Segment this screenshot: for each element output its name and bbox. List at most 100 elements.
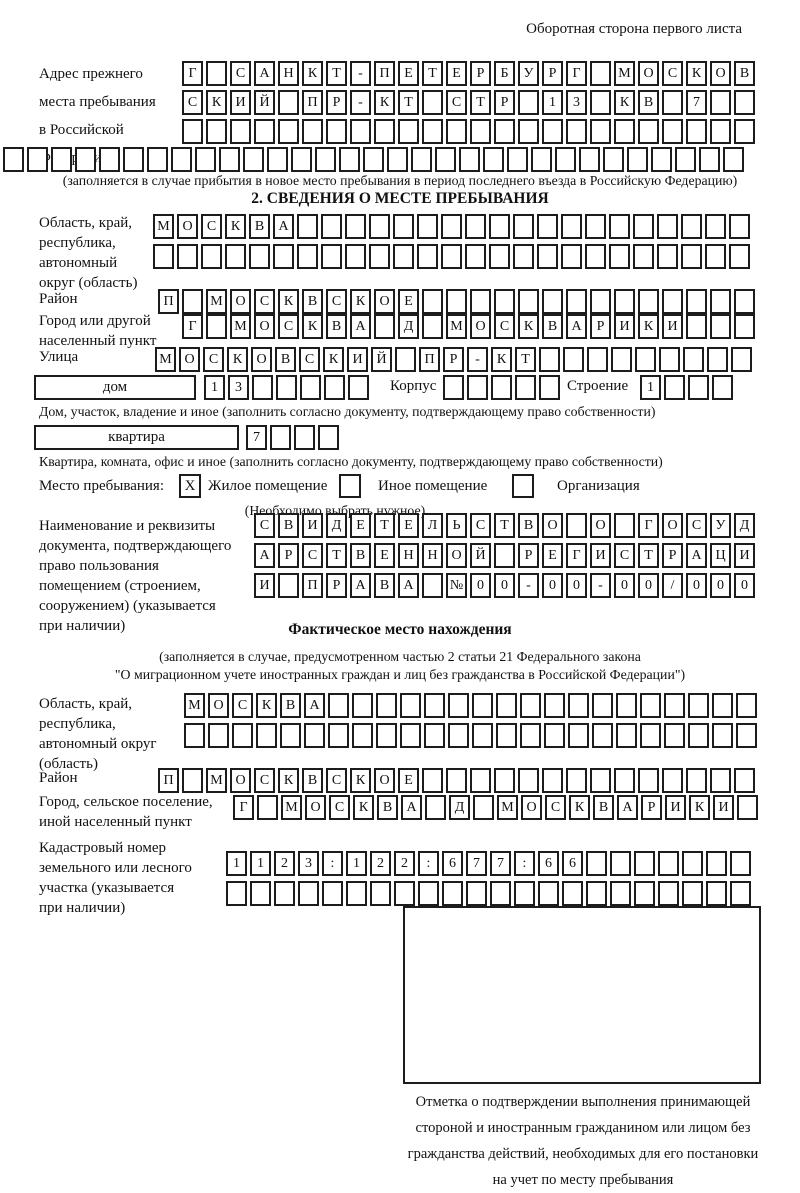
char-cell[interactable] (123, 147, 144, 172)
char-cell[interactable]: Г (566, 543, 587, 568)
char-cell[interactable] (328, 693, 349, 718)
char-cell[interactable]: С (686, 513, 707, 538)
char-cell[interactable] (638, 768, 659, 793)
char-cell[interactable] (417, 244, 438, 269)
char-cell[interactable] (182, 119, 203, 144)
char-cell[interactable]: Т (326, 61, 347, 86)
char-cell[interactable] (566, 119, 587, 144)
char-cell[interactable]: М (497, 795, 518, 820)
char-cell[interactable] (710, 289, 731, 314)
char-cell[interactable]: В (302, 289, 323, 314)
char-cell[interactable]: Т (398, 90, 419, 115)
char-cell[interactable] (257, 795, 278, 820)
char-cell[interactable]: С (182, 90, 203, 115)
char-cell[interactable]: В (302, 768, 323, 793)
char-cell[interactable]: М (230, 314, 251, 339)
char-cell[interactable] (590, 768, 611, 793)
char-cell[interactable] (206, 119, 227, 144)
char-cell[interactable] (736, 723, 757, 748)
char-cell[interactable] (609, 214, 630, 239)
char-cell[interactable]: С (545, 795, 566, 820)
char-cell[interactable]: Н (278, 61, 299, 86)
char-cell[interactable] (370, 881, 391, 906)
char-cell[interactable] (182, 289, 203, 314)
char-cell[interactable] (346, 881, 367, 906)
char-cell[interactable]: 6 (562, 851, 583, 876)
char-cell[interactable] (682, 881, 703, 906)
char-cell[interactable] (446, 119, 467, 144)
char-cell[interactable]: 1 (226, 851, 247, 876)
char-cell[interactable] (723, 147, 744, 172)
char-cell[interactable]: А (254, 61, 275, 86)
char-cell[interactable]: В (374, 573, 395, 598)
char-cell[interactable] (376, 693, 397, 718)
char-cell[interactable]: Т (422, 61, 443, 86)
char-cell[interactable]: О (305, 795, 326, 820)
char-cell[interactable] (712, 693, 733, 718)
char-cell[interactable]: К (227, 347, 248, 372)
char-cell[interactable]: Й (254, 90, 275, 115)
char-cell[interactable] (651, 147, 672, 172)
char-cell[interactable] (712, 375, 733, 400)
char-cell[interactable] (459, 147, 480, 172)
char-cell[interactable]: 1 (542, 90, 563, 115)
char-cell[interactable]: Р (641, 795, 662, 820)
char-cell[interactable]: И (230, 90, 251, 115)
char-cell[interactable] (585, 214, 606, 239)
char-cell[interactable]: / (662, 573, 683, 598)
char-cell[interactable] (363, 147, 384, 172)
char-cell[interactable] (633, 244, 654, 269)
char-cell[interactable] (633, 214, 654, 239)
char-cell[interactable] (658, 881, 679, 906)
char-cell[interactable] (278, 573, 299, 598)
char-cell[interactable] (537, 214, 558, 239)
char-cell[interactable] (99, 147, 120, 172)
char-cell[interactable]: 0 (638, 573, 659, 598)
checkbox-organizatsiya[interactable] (512, 474, 534, 498)
char-cell[interactable]: Н (422, 543, 443, 568)
char-cell[interactable] (730, 851, 751, 876)
char-cell[interactable]: К (491, 347, 512, 372)
char-cell[interactable] (352, 723, 373, 748)
char-cell[interactable]: В (734, 61, 755, 86)
char-cell[interactable] (515, 375, 536, 400)
char-cell[interactable]: - (467, 347, 488, 372)
char-cell[interactable]: Ь (446, 513, 467, 538)
char-cell[interactable]: К (302, 61, 323, 86)
char-cell[interactable]: И (302, 513, 323, 538)
char-cell[interactable] (686, 289, 707, 314)
char-cell[interactable] (422, 573, 443, 598)
char-cell[interactable]: В (518, 513, 539, 538)
char-cell[interactable]: В (280, 693, 301, 718)
char-cell[interactable] (585, 244, 606, 269)
char-cell[interactable] (734, 119, 755, 144)
char-cell[interactable] (566, 768, 587, 793)
char-cell[interactable] (494, 289, 515, 314)
char-cell[interactable] (298, 881, 319, 906)
char-cell[interactable]: В (542, 314, 563, 339)
char-cell[interactable]: А (350, 314, 371, 339)
char-cell[interactable]: О (208, 693, 229, 718)
char-cell[interactable] (561, 244, 582, 269)
char-cell[interactable] (435, 147, 456, 172)
char-cell[interactable]: А (398, 573, 419, 598)
char-cell[interactable] (734, 90, 755, 115)
char-cell[interactable]: 1 (204, 375, 225, 400)
char-cell[interactable] (734, 289, 755, 314)
char-cell[interactable] (586, 881, 607, 906)
char-cell[interactable]: М (206, 289, 227, 314)
char-cell[interactable]: Т (638, 543, 659, 568)
char-cell[interactable] (304, 723, 325, 748)
char-cell[interactable]: О (374, 768, 395, 793)
char-cell[interactable]: В (377, 795, 398, 820)
char-cell[interactable] (562, 881, 583, 906)
char-cell[interactable] (664, 723, 685, 748)
char-cell[interactable]: М (206, 768, 227, 793)
char-cell[interactable] (675, 147, 696, 172)
char-cell[interactable]: С (254, 289, 275, 314)
char-cell[interactable] (590, 61, 611, 86)
char-cell[interactable]: Е (350, 513, 371, 538)
char-cell[interactable]: К (350, 768, 371, 793)
char-cell[interactable]: П (302, 90, 323, 115)
char-cell[interactable]: М (153, 214, 174, 239)
